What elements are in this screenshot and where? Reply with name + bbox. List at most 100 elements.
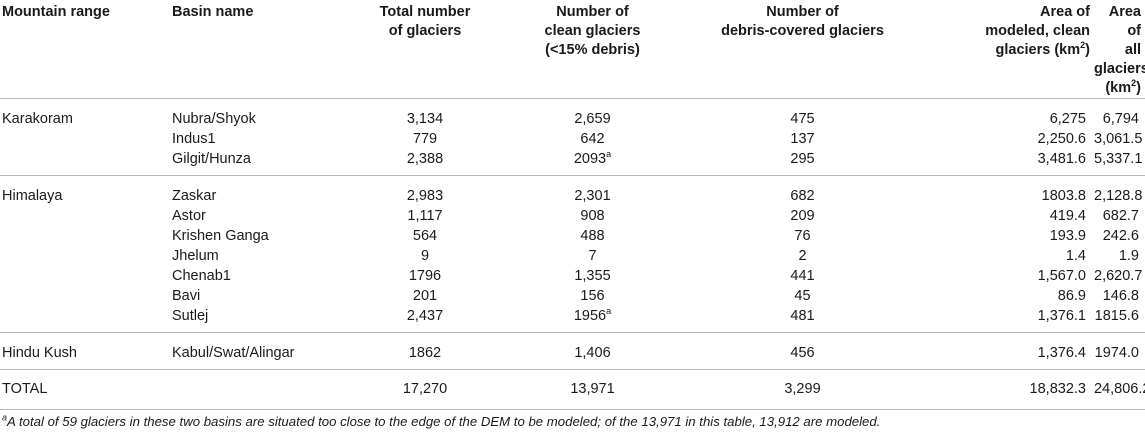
clean-cell: 908 bbox=[510, 206, 675, 226]
clean-value: 2093 bbox=[573, 151, 607, 167]
area-all-cell: 3,061.5 bbox=[1094, 131, 1143, 147]
debris-cell: 76 bbox=[794, 228, 811, 244]
header-debris-line1: Number of bbox=[766, 4, 839, 20]
table-row: Himalaya Zaskar 2,983 2,301 682 1803.8 2… bbox=[0, 176, 1145, 207]
glacier-table: Mountain range Basin name Total number o… bbox=[0, 0, 1145, 410]
header-clean-line2: clean glaciers bbox=[544, 23, 641, 39]
header-clean-line1: Number of bbox=[556, 4, 629, 20]
debris-cell: 137 bbox=[790, 131, 815, 147]
basin-cell: Zaskar bbox=[172, 188, 217, 204]
table-row: Indus1 779 642 137 2,250.6 3,061.5 bbox=[0, 129, 1145, 149]
area-modeled-cell: 419.4 bbox=[1049, 208, 1086, 224]
footnote-text: A total of 59 glaciers in these two basi… bbox=[7, 414, 881, 429]
basin-cell: Astor bbox=[172, 208, 206, 224]
footnote-marker: a bbox=[2, 412, 8, 423]
basin-cell: Indus1 bbox=[172, 131, 216, 147]
clean-cell: 488 bbox=[510, 226, 675, 246]
header-area-modeled: Area of modeled, clean glaciers (km2) bbox=[930, 0, 1094, 99]
debris-cell: 475 bbox=[790, 111, 815, 127]
range-cell bbox=[0, 206, 172, 226]
total-cell: 1862 bbox=[408, 345, 442, 361]
header-total-line2: of glaciers bbox=[388, 23, 462, 39]
range-cell bbox=[0, 226, 172, 246]
debris-cell: 441 bbox=[790, 268, 815, 284]
clean-value: 2,301 bbox=[574, 188, 611, 204]
table-row: Krishen Ganga 564 488 76 193.9 242.6 bbox=[0, 226, 1145, 246]
table-header: Mountain range Basin name Total number o… bbox=[0, 0, 1145, 99]
total-cell: 9 bbox=[420, 248, 430, 264]
total-section: TOTAL 17,270 13,971 3,299 18,832.3 24,80… bbox=[0, 370, 1145, 410]
area-modeled-cell: 1,376.4 bbox=[1037, 345, 1086, 361]
table-row: Jhelum 9 7 2 1.4 1.9 bbox=[0, 246, 1145, 266]
basin-cell: Krishen Ganga bbox=[172, 228, 269, 244]
header-total-glaciers: Total number of glaciers bbox=[340, 0, 510, 99]
range-cell: Himalaya bbox=[2, 188, 63, 204]
table-row: Sutlej 2,437 1956a 481 1,376.1 1815.6 bbox=[0, 306, 1145, 333]
debris-cell: 456 bbox=[790, 345, 815, 361]
clean-cell: 156 bbox=[510, 286, 675, 306]
header-clean-line3: (<15% debris) bbox=[545, 42, 640, 58]
header-debris-line2: debris-covered glaciers bbox=[721, 23, 884, 39]
clean-value: 1,406 bbox=[574, 345, 611, 361]
range-cell: Hindu Kush bbox=[2, 345, 77, 361]
clean-cell: 2,659 bbox=[510, 99, 675, 130]
clean-cell: 1,406 bbox=[510, 333, 675, 370]
clean-cell: 7 bbox=[510, 246, 675, 266]
table-footnote: aA total of 59 glaciers in these two bas… bbox=[2, 412, 881, 429]
area-all-cell: 2,128.8 bbox=[1094, 188, 1143, 204]
clean-cell: 2,301 bbox=[510, 176, 675, 207]
header-area-all-line2: all glaciers bbox=[1094, 42, 1145, 77]
range-cell bbox=[0, 266, 172, 286]
total-label: TOTAL bbox=[2, 381, 48, 397]
clean-cell: 1,355 bbox=[510, 266, 675, 286]
area-modeled-cell: 2,250.6 bbox=[1037, 131, 1086, 147]
header-debris-glaciers: Number of debris-covered glaciers bbox=[675, 0, 930, 99]
header-area-modeled-line1: Area of bbox=[1040, 4, 1090, 20]
clean-value: 488 bbox=[580, 228, 605, 244]
header-area-all-line1: Area of bbox=[1108, 4, 1141, 39]
table-row: Astor 1,117 908 209 419.4 682.7 bbox=[0, 206, 1145, 226]
clean-value: 908 bbox=[580, 208, 605, 224]
total-cell: 201 bbox=[412, 288, 438, 304]
group-himalaya: Himalaya Zaskar 2,983 2,301 682 1803.8 2… bbox=[0, 176, 1145, 333]
group-hindu-kush: Hindu Kush Kabul/Swat/Alingar 1862 1,406… bbox=[0, 333, 1145, 370]
header-area-modeled-superscript: 2 bbox=[1080, 40, 1086, 51]
total-cell: 2,983 bbox=[406, 188, 444, 204]
total-cell: 17,270 bbox=[402, 381, 448, 397]
total-cell: 779 bbox=[412, 131, 438, 147]
basin-cell: Bavi bbox=[172, 288, 201, 304]
debris-cell: 2 bbox=[798, 248, 807, 264]
area-all-cell: 24,806.2 bbox=[1094, 381, 1145, 397]
header-area-modeled-close: ) bbox=[1085, 42, 1090, 58]
range-cell bbox=[0, 306, 172, 333]
total-cell: 2,388 bbox=[406, 151, 444, 167]
clean-value: 2,659 bbox=[574, 111, 611, 127]
basin-cell: Jhelum bbox=[172, 248, 219, 264]
total-cell: 1796 bbox=[408, 268, 442, 284]
basin-cell: Nubra/Shyok bbox=[172, 111, 256, 127]
header-basin-name: Basin name bbox=[172, 0, 340, 99]
clean-value: 642 bbox=[580, 131, 605, 147]
basin-cell bbox=[172, 370, 340, 410]
clean-value: 1956 bbox=[573, 308, 607, 324]
area-all-cell: 1974.0 bbox=[1094, 345, 1139, 361]
debris-cell: 481 bbox=[790, 308, 815, 324]
header-row: Mountain range Basin name Total number o… bbox=[0, 0, 1145, 99]
area-modeled-cell: 1,376.1 bbox=[1037, 308, 1086, 324]
area-all-cell: 1.9 bbox=[1118, 248, 1139, 264]
clean-cell: 1956a bbox=[510, 306, 675, 333]
table-row: Karakoram Nubra/Shyok 3,134 2,659 475 6,… bbox=[0, 99, 1145, 130]
area-all-cell: 1815.6 bbox=[1094, 308, 1139, 324]
clean-cell: 642 bbox=[510, 129, 675, 149]
total-row: TOTAL 17,270 13,971 3,299 18,832.3 24,80… bbox=[0, 370, 1145, 410]
area-modeled-cell: 193.9 bbox=[1049, 228, 1086, 244]
basin-cell: Sutlej bbox=[172, 308, 209, 324]
header-basin-name-text: Basin name bbox=[172, 4, 254, 20]
group-karakoram: Karakoram Nubra/Shyok 3,134 2,659 475 6,… bbox=[0, 99, 1145, 176]
table-row: Bavi 201 156 45 86.9 146.8 bbox=[0, 286, 1145, 306]
clean-value: 7 bbox=[588, 248, 597, 264]
area-all-cell: 6,794 bbox=[1102, 111, 1139, 127]
range-cell bbox=[0, 286, 172, 306]
area-all-cell: 5,337.1 bbox=[1094, 151, 1143, 167]
footnote-marker: a bbox=[606, 149, 612, 160]
